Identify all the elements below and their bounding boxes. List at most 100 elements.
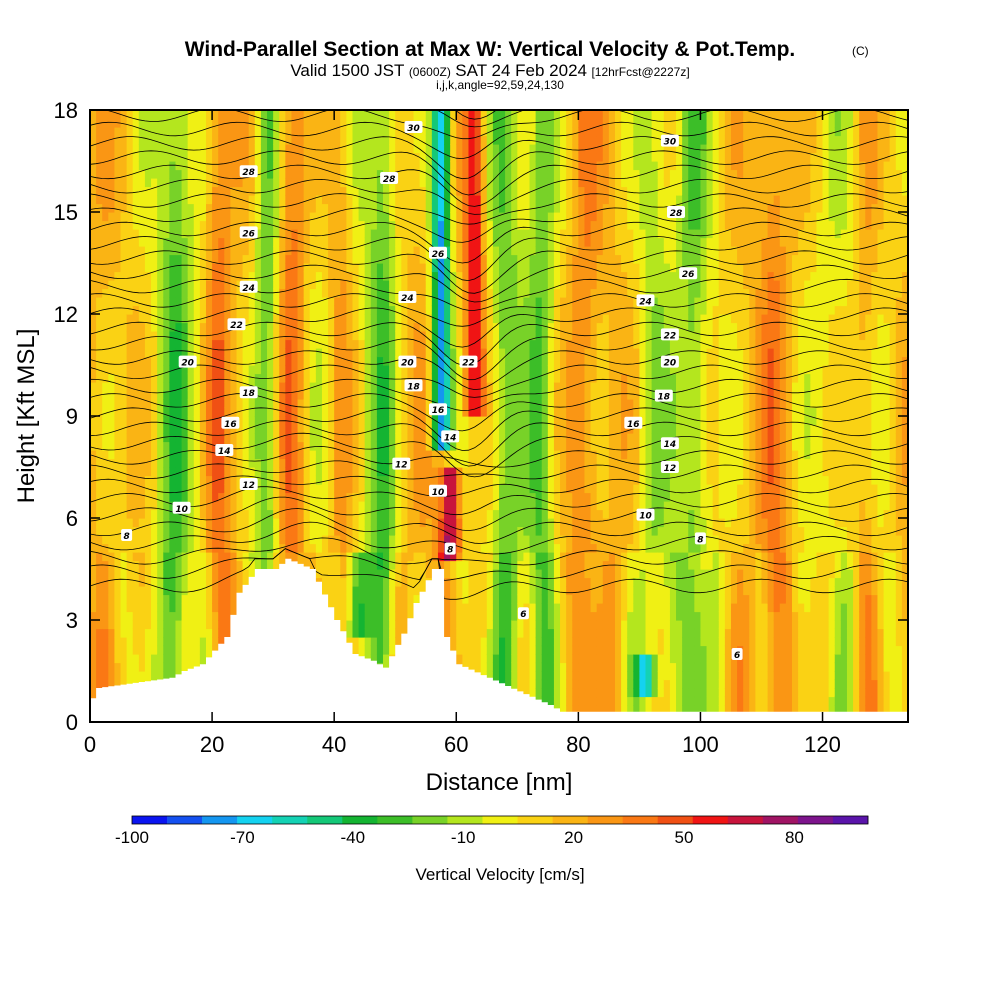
theta-contour-label: 14 — [215, 444, 234, 457]
theta-contour-label: 10 — [636, 508, 655, 522]
colorbar-tick-label: -10 — [451, 828, 476, 847]
colorbar-label: Vertical Velocity [cm/s] — [415, 865, 584, 884]
theta-contour-label: 14 — [441, 430, 460, 443]
theta-contour-label: 10 — [172, 501, 191, 515]
theta-contour-label: 8 — [694, 532, 706, 545]
theta-contours — [90, 110, 908, 600]
theta-contour-label: 24 — [636, 294, 655, 307]
theta-contour-label: 26 — [679, 267, 698, 280]
x-tick-label: 100 — [682, 732, 719, 757]
theta-contour-labels: 8 10 12 14 16 18 20 22 24 26 28 30 28 26 24 20 18 16 14 12 1… — [121, 121, 743, 661]
colorbar-swatch — [272, 816, 308, 824]
y-tick-label: 9 — [66, 404, 78, 429]
colorbar-swatch — [412, 816, 448, 824]
x-tick-label: 0 — [84, 732, 96, 757]
theta-contour-label: 30 — [404, 121, 423, 134]
theta-contour-label: 30 — [660, 134, 679, 148]
theta-contour-label: 16 — [429, 403, 447, 416]
terrain-mask — [90, 558, 908, 722]
x-tick-label: 120 — [804, 732, 841, 757]
y-tick-label: 18 — [54, 98, 78, 123]
theta-contour-label: 20 — [178, 355, 197, 369]
theta-contour-label: 6 — [517, 607, 529, 620]
colorbar-swatch — [482, 816, 518, 824]
colorbar-swatch — [657, 816, 694, 824]
theta-contour-label: 26 — [429, 246, 447, 260]
colorbar-swatch — [307, 816, 343, 824]
y-axis-label: Height [Kft MSL] — [13, 329, 40, 504]
colorbar-swatch — [237, 816, 273, 824]
colorbar-swatch — [587, 816, 623, 824]
theta-contour-label: 16 — [221, 416, 240, 430]
colorbar-tick-label: 80 — [785, 828, 804, 847]
x-tick-label: 80 — [566, 732, 590, 757]
theta-contour-label: 12 — [660, 461, 679, 474]
colorbar-swatch — [167, 816, 203, 824]
x-axis: 0 20 40 60 80 100 120 — [84, 110, 841, 757]
theta-contour-label: 18 — [239, 386, 258, 399]
colorbar-swatch — [517, 816, 553, 824]
x-axis-label: Distance [nm] — [426, 769, 573, 796]
theta-contour-label: 8 — [444, 542, 456, 556]
theta-contour-label: 8 — [121, 529, 133, 542]
svg-text:Valid 1500 JST (0600Z): Valid 1500 JST (0600Z) SAT 24 Feb 2024 [… — [290, 61, 689, 80]
colorbar-tick-label: -100 — [115, 828, 149, 847]
colorbar-swatch — [377, 816, 413, 824]
colorbar-swatch — [727, 816, 764, 824]
chart-subtitle: Valid 1500 JST (0600Z) SAT 24 Feb 2024 [… — [290, 61, 689, 80]
info-line: i,j,k,angle=92,59,24,130 — [436, 78, 564, 92]
theta-contour-label: 10 — [429, 484, 447, 498]
colorbar-ticks: -100 -70 -40 -10 20 50 80 — [115, 828, 804, 847]
colorbar-swatch — [132, 816, 168, 824]
theta-contour-label: 22 — [660, 328, 679, 341]
colorbar-swatch — [622, 816, 659, 824]
theta-contour-label: 14 — [660, 437, 679, 450]
theta-contour-label: 20 — [398, 355, 417, 369]
subtitle-utc: (0600Z) — [409, 65, 451, 79]
x-tick-label: 60 — [444, 732, 468, 757]
colorbar-tick-label: 50 — [675, 828, 694, 847]
colorbar-swatch — [797, 816, 834, 824]
colorbar-swatch — [342, 816, 378, 824]
x-tick-label: 20 — [200, 732, 224, 757]
theta-contour-label: 16 — [624, 416, 643, 430]
vertical-velocity-field — [90, 110, 908, 722]
y-tick-label: 15 — [54, 200, 78, 225]
colorbar-tick-label: -70 — [230, 828, 255, 847]
theta-contour-label: 28 — [380, 172, 399, 185]
colorbar — [131, 815, 869, 825]
theta-contour-label: 20 — [660, 355, 679, 369]
theta-contour-label: 22 — [227, 318, 246, 331]
x-tick-label: 40 — [322, 732, 346, 757]
y-axis: 0 3 6 9 12 15 18 — [54, 98, 908, 735]
y-tick-label: 12 — [54, 302, 78, 327]
colorbar-swatch — [447, 816, 483, 824]
y-tick-label: 0 — [66, 710, 78, 735]
y-tick-label: 3 — [66, 608, 78, 633]
subtitle-prefix: Valid 1500 JST — [290, 61, 404, 80]
theta-contour-label: 18 — [654, 389, 673, 403]
chart-title-tag: (C) — [852, 44, 869, 58]
theta-contour-label: 26 — [239, 226, 258, 239]
colorbar-swatch — [202, 816, 238, 824]
theta-contour-label: 12 — [392, 457, 411, 471]
colorbar-tick-label: 20 — [564, 828, 583, 847]
chart-title: Wind-Parallel Section at Max W: Vertical… — [185, 38, 796, 61]
theta-contour-label: 28 — [667, 206, 685, 219]
theta-contour-label: 28 — [239, 165, 258, 178]
y-tick-label: 6 — [66, 506, 78, 531]
theta-contour-label: 24 — [398, 291, 417, 304]
subtitle-date: SAT 24 Feb 2024 — [455, 61, 587, 80]
theta-contour-label: 6 — [731, 648, 743, 661]
theta-contour-label: 22 — [459, 355, 478, 369]
theta-contour-label: 12 — [239, 478, 258, 491]
theta-contour-label: 18 — [404, 379, 423, 392]
colorbar-swatch — [552, 816, 588, 824]
colorbar-swatch — [692, 816, 729, 824]
theta-contour-label: 24 — [239, 280, 258, 294]
colorbar-swatch — [762, 816, 799, 824]
subtitle-fcst: [12hrFcst@2227z] — [591, 65, 689, 79]
colorbar-swatch — [832, 816, 869, 824]
colorbar-tick-label: -40 — [341, 828, 366, 847]
